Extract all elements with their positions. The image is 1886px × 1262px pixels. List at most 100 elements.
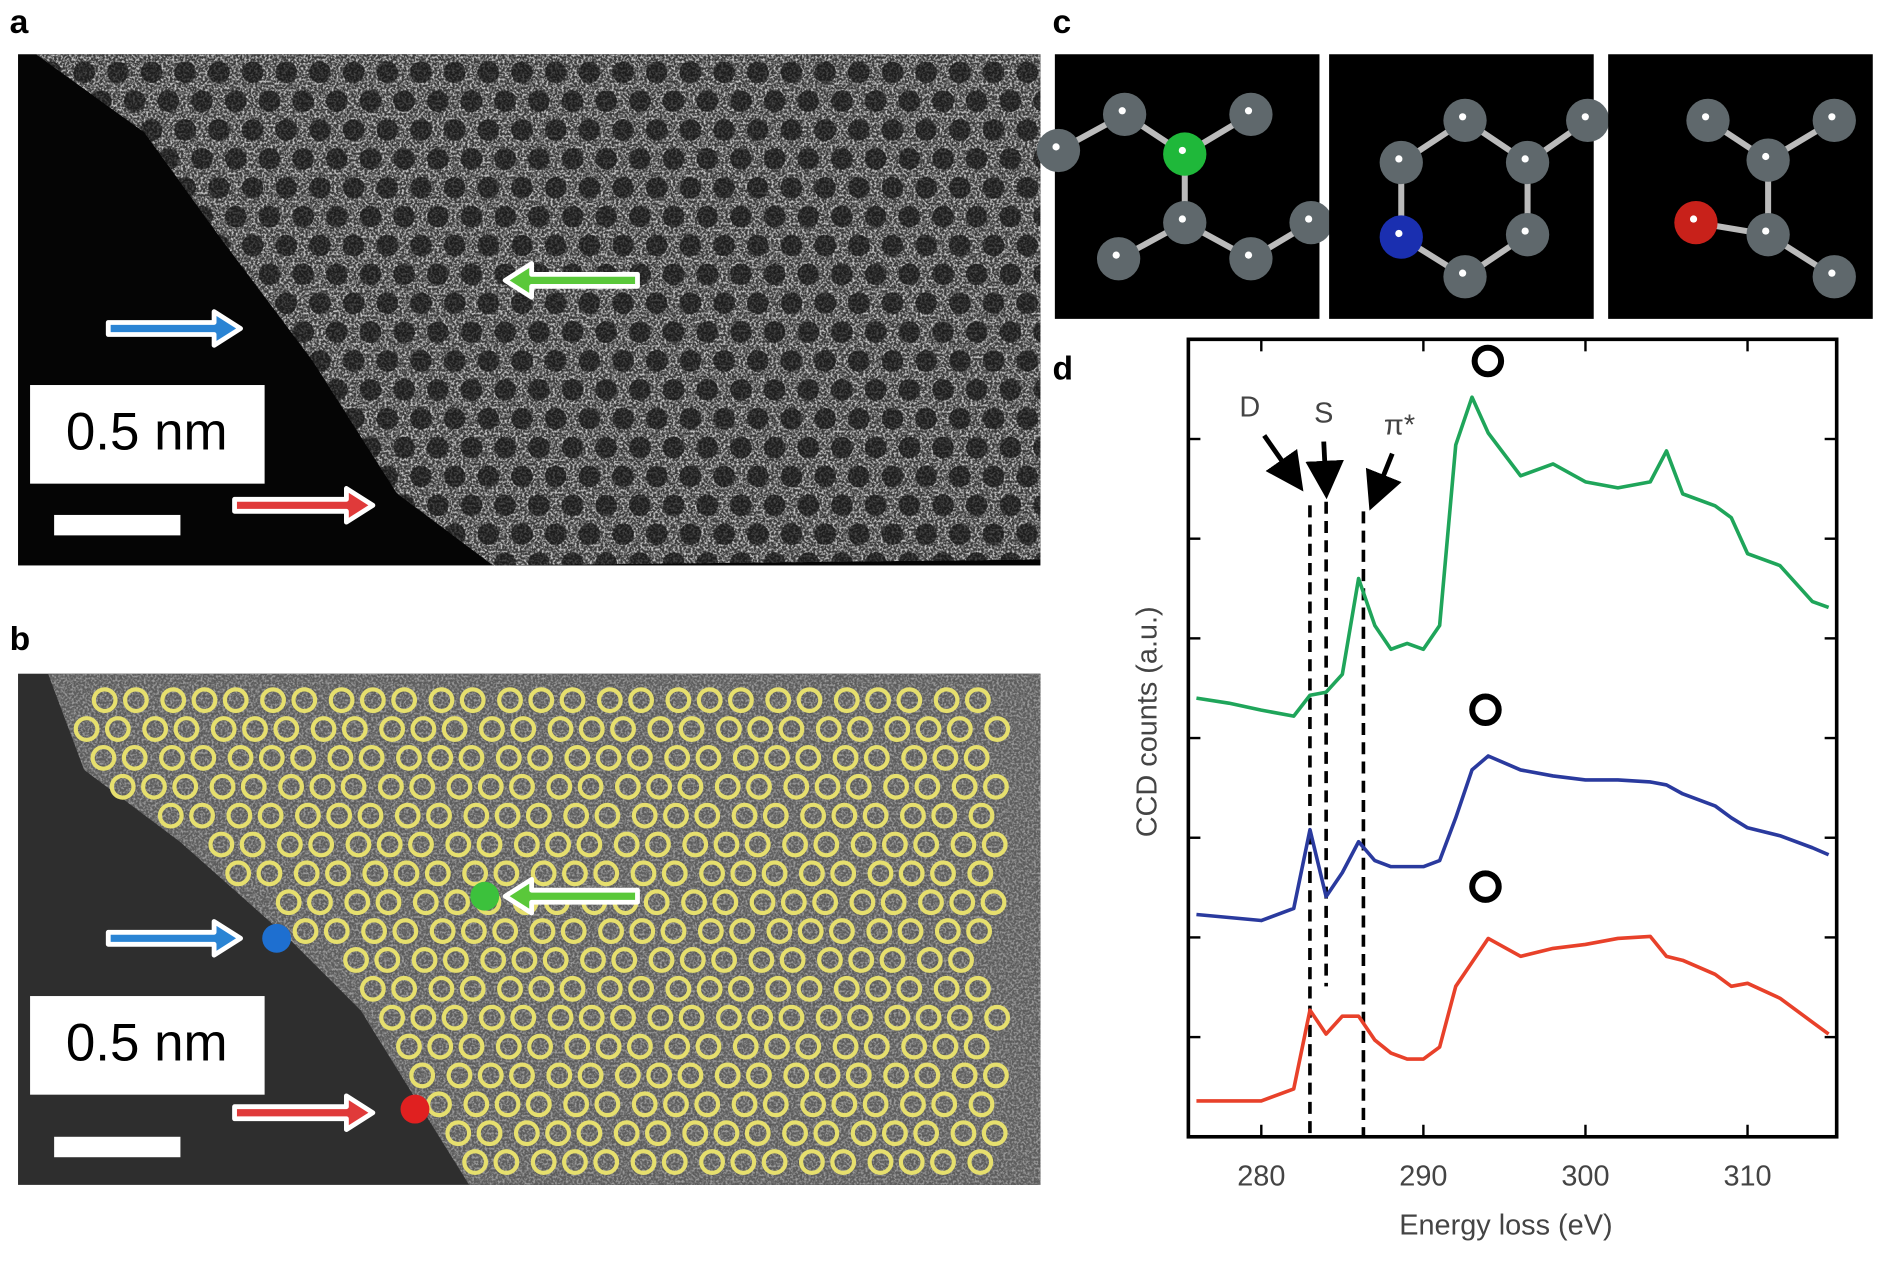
x-tick-label: 310 xyxy=(1723,1160,1771,1192)
atom-marker xyxy=(813,1120,840,1147)
atom-marker xyxy=(732,744,759,771)
atom-marker xyxy=(643,889,670,916)
atom-marker xyxy=(744,1120,771,1147)
atom-marker xyxy=(509,1062,535,1089)
atom-marker xyxy=(713,831,740,858)
atom-marker xyxy=(727,975,754,1002)
atom-marker xyxy=(308,831,335,858)
atom-marker xyxy=(375,889,402,916)
atom-marker xyxy=(830,860,857,887)
atom-marker xyxy=(393,860,420,887)
atom-marker xyxy=(817,947,843,973)
atom-marker xyxy=(480,947,507,973)
atom-marker xyxy=(173,716,200,742)
atom-marker xyxy=(628,975,655,1002)
atom-marker xyxy=(831,802,858,829)
atom-marker xyxy=(410,1004,437,1031)
atom-marker xyxy=(257,802,284,829)
atom-marker xyxy=(814,773,841,800)
atom-marker xyxy=(930,860,956,887)
atom-marker xyxy=(358,744,385,771)
atom-marker xyxy=(764,1033,790,1060)
atom-marker xyxy=(509,773,535,800)
annotation-arrow xyxy=(1305,441,1344,500)
atom-marker xyxy=(964,975,991,1002)
atom-marker xyxy=(343,947,369,973)
atom-marker xyxy=(783,1062,810,1089)
atom-marker xyxy=(661,1149,688,1175)
atom-marker xyxy=(275,889,302,916)
atom-marker xyxy=(258,744,285,771)
atom-marker xyxy=(727,687,754,714)
atom-marker xyxy=(493,860,520,887)
atom-marker xyxy=(730,860,757,887)
atom-marker xyxy=(626,744,653,771)
atom-marker xyxy=(697,918,724,945)
arrows xyxy=(105,261,640,1132)
atom-marker xyxy=(610,716,636,742)
atom-marker xyxy=(695,1033,722,1060)
atom-marker xyxy=(476,1120,503,1147)
atom-marker xyxy=(528,687,555,714)
atom-marker xyxy=(664,1033,691,1060)
atom-marker xyxy=(459,975,486,1002)
atom-marker xyxy=(494,1091,521,1118)
atom-marker xyxy=(765,687,792,714)
atom-highlight xyxy=(1178,215,1186,223)
atom-marker xyxy=(278,773,305,800)
atom-marker xyxy=(914,1062,941,1089)
atom-marker xyxy=(782,831,808,858)
atom-marker xyxy=(648,947,675,973)
atom-marker xyxy=(946,716,973,742)
atom-marker xyxy=(832,744,859,771)
atom-marker xyxy=(445,831,472,858)
atom-marker xyxy=(362,860,389,887)
atom-marker xyxy=(782,1120,808,1147)
atom-highlight xyxy=(1178,146,1186,155)
atom-marker xyxy=(863,1033,890,1060)
atom-marker xyxy=(613,831,640,858)
atom-marker xyxy=(564,744,591,771)
scale-label: 0.5 nm xyxy=(66,403,228,462)
atom-marker xyxy=(913,1120,940,1147)
atom xyxy=(1566,98,1610,143)
atom-marker xyxy=(880,889,907,916)
atom-marker xyxy=(210,716,237,742)
atom-marker xyxy=(527,1033,553,1060)
atom-marker xyxy=(294,802,321,829)
atom-marker xyxy=(525,1091,552,1118)
atom xyxy=(1746,138,1790,182)
atomic-models xyxy=(1036,54,1873,319)
atom-marker xyxy=(292,918,319,945)
atom-marker xyxy=(121,744,148,771)
atom-marker xyxy=(867,860,894,887)
atom-marker xyxy=(933,687,960,714)
atom-marker xyxy=(646,1062,673,1089)
atom-marker xyxy=(613,1120,640,1147)
atom-marker xyxy=(477,773,504,800)
atom-marker xyxy=(883,1062,910,1089)
atom-marker xyxy=(563,802,590,829)
atom-marker xyxy=(761,860,788,887)
atom-marker xyxy=(678,716,705,742)
atom-marker xyxy=(630,1149,657,1175)
annotation-label: π* xyxy=(1384,410,1415,442)
atom-marker xyxy=(677,1062,704,1089)
atom-marker xyxy=(513,831,540,858)
chart: CCD counts (a.u.) Energy loss (eV) 280 29… xyxy=(1131,337,1839,1242)
atom-marker xyxy=(948,947,974,973)
atom-marker xyxy=(427,744,454,771)
atom-marker xyxy=(694,1091,721,1118)
atom-marker xyxy=(800,1091,827,1118)
atom-marker xyxy=(562,860,588,887)
atom-marker xyxy=(913,831,940,858)
atom-marker xyxy=(528,975,555,1002)
atom-marker xyxy=(661,860,688,887)
atom-marker xyxy=(764,744,790,771)
atom-highlight xyxy=(1112,251,1120,259)
atom-marker xyxy=(222,687,249,714)
atom-marker xyxy=(91,687,118,714)
atom-marker xyxy=(396,1033,422,1060)
x-tick-label: 290 xyxy=(1399,1160,1447,1192)
atom-marker xyxy=(510,1004,537,1031)
